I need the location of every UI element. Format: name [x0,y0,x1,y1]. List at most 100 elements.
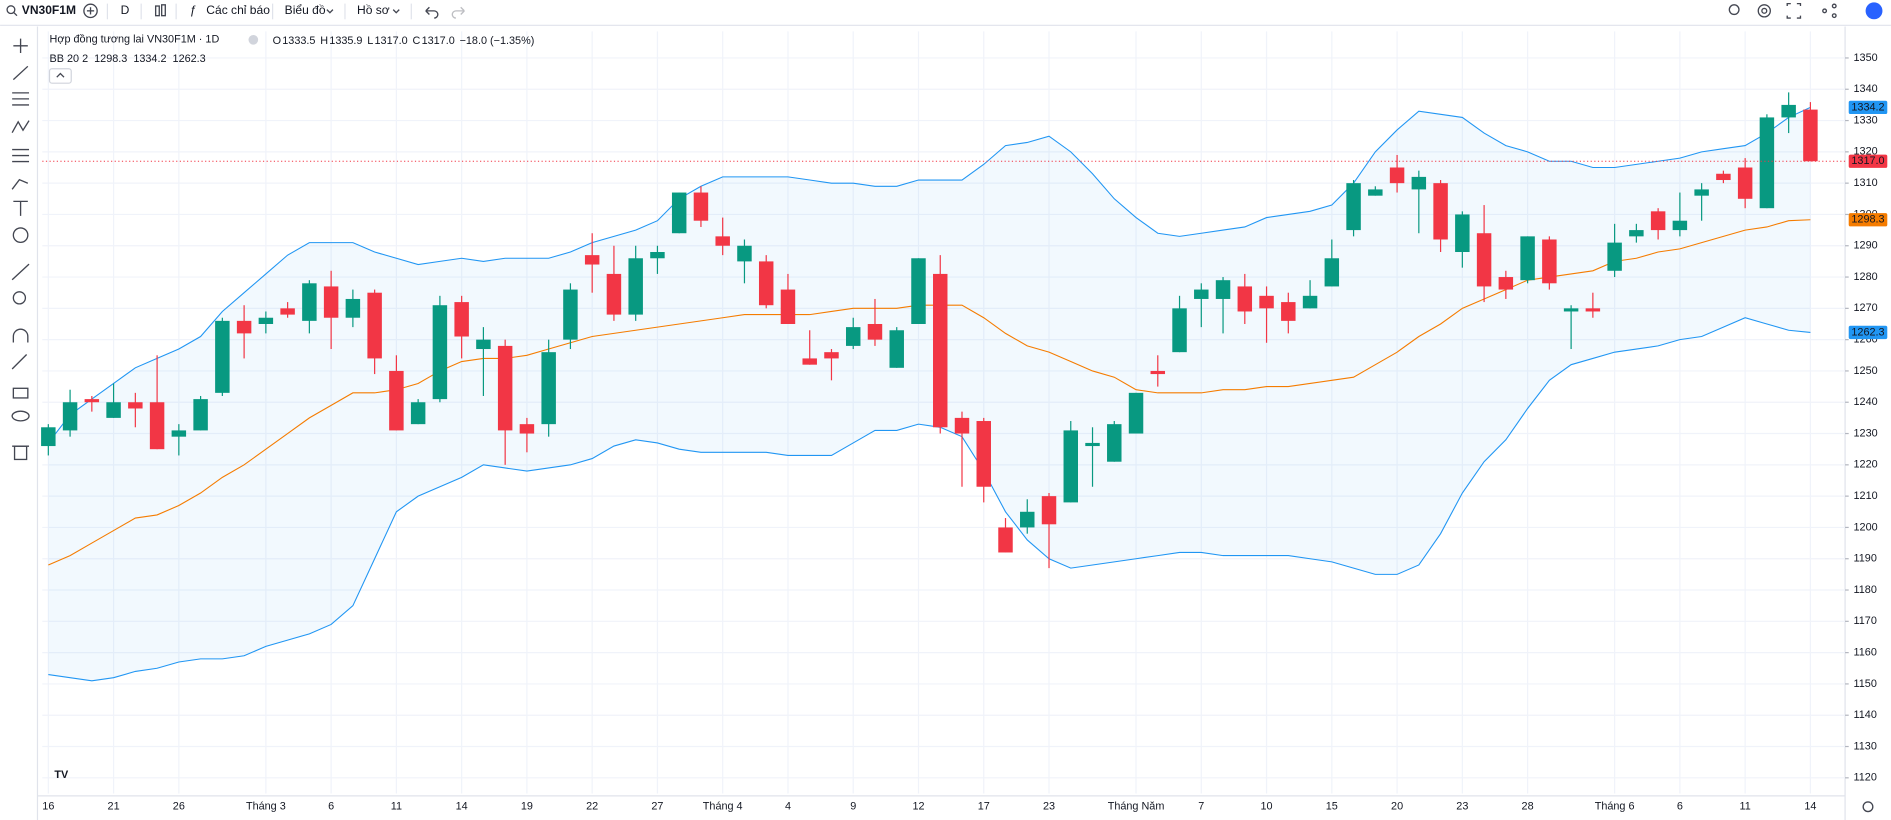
candle-body [1324,258,1340,287]
y-tick-label: 1220 [1854,459,1878,471]
candle-body [1389,167,1405,184]
y-tick-label: 1170 [1854,615,1877,627]
profile-button[interactable]: Hồ sơ [357,3,390,17]
x-tick-label: 14 [1804,801,1816,813]
candle-body [1020,511,1035,528]
band-line [48,317,1811,682]
interval[interactable]: D [121,3,130,17]
x-tick-label: 4 [785,801,791,813]
candle-body [1563,308,1579,312]
indicator-values: 1298.3 1334.2 1262.3 [94,53,206,65]
trend-line-tool[interactable] [12,65,29,81]
y-tick-label: 1340 [1854,83,1878,95]
hide-tool[interactable] [11,410,30,422]
candle-icon[interactable] [154,5,160,17]
x-tick-label: 7 [1198,801,1204,813]
ohlc-value: 1333.5 [282,35,315,47]
x-tick-label: 23 [1043,801,1055,813]
collapse-legend[interactable] [48,68,72,84]
search-icon-handle [13,12,18,17]
candle-body [1672,220,1688,231]
ohlc-key: L [367,35,373,47]
candle-body [606,273,622,315]
x-tick-label: Tháng Năm [1108,801,1165,813]
band-fill [48,107,1811,681]
x-tick-label: 11 [391,801,402,813]
price-tag-label: 1262.3 [1851,326,1884,338]
candle-body [1259,295,1274,309]
emoji-tool[interactable] [12,227,29,244]
candle-body [302,283,317,321]
fib-tool[interactable] [12,92,30,106]
magnet-tool[interactable] [12,328,29,343]
candle-body [541,352,556,425]
y-tick-label: 1230 [1854,427,1878,439]
y-tick-label: 1270 [1854,302,1878,314]
indicator-label: BB 20 2 [50,53,89,65]
candle-body [954,417,970,434]
candle-body [454,302,469,337]
undo-button[interactable] [425,6,439,19]
crosshair-tool[interactable] [13,38,28,54]
x-tick-label: 11 [1740,801,1751,813]
symbol[interactable]: VN30F1M [22,3,76,17]
candle-body [1498,277,1514,290]
candle-body [1803,109,1818,162]
candle-body [1063,430,1079,503]
candle-body [41,427,56,447]
candle-body [628,258,643,315]
brand-logo[interactable] [1865,2,1883,20]
redo-button[interactable] [451,6,465,19]
price-tag-label: 1298.3 [1851,214,1884,226]
indicators-button[interactable]: Các chỉ báo [206,3,270,17]
price-tag [1848,154,1888,168]
search-icon[interactable] [6,5,16,15]
prediction-tool[interactable] [12,148,30,163]
x-tick-label: Tháng 3 [246,801,286,813]
indicator-value: 1298.3 [94,53,127,65]
measure-tool[interactable] [11,263,30,281]
lock-tool[interactable] [12,387,29,399]
quick-search[interactable] [1728,4,1740,16]
fullscreen-button[interactable] [1786,2,1802,19]
candle-body [976,421,991,487]
x-tick-label: 15 [1326,801,1338,813]
brush-tool[interactable] [11,178,29,190]
x-tick-label: 12 [912,801,924,813]
x-tick-label: 6 [328,801,334,813]
y-tick-label: 1130 [1854,740,1877,752]
candle-body [758,261,774,306]
share-dot [1831,3,1837,9]
candle-body [650,252,665,259]
ohlc-key: O [273,35,281,47]
candle-body [519,424,535,434]
candle-body [323,286,339,318]
candle-body [1368,189,1383,196]
chart-type-button[interactable]: Biểu đồ [285,3,326,17]
candle-body [1128,392,1144,434]
share-dot[interactable] [1822,8,1828,14]
candle-body [824,352,839,359]
stay-drawing-tool[interactable] [11,354,28,370]
x-tick-label: 16 [42,801,54,813]
band-line [47,106,1811,444]
zoom-tool[interactable] [12,291,27,305]
ohlc-legend: O 1333.5 H 1335.9 L 1317.0 C 1317.0 −18.0 (−1.35… [273,35,535,47]
axis-settings[interactable] [1862,801,1874,813]
more-button[interactable] [248,34,259,45]
text-tool[interactable] [13,200,28,216]
settings-button[interactable] [1757,4,1771,18]
y-tick-label: 1250 [1854,365,1878,377]
candle-body [128,402,143,409]
candle-body [671,192,687,234]
x-tick-label: Tháng 6 [1595,801,1635,813]
y-tick-label: 1330 [1854,114,1878,126]
top-toolbar: VN30F1M D ƒ Các chỉ báo Biểu đồ Hồ sơ [0,2,1891,26]
compare-button[interactable] [83,3,98,19]
candle-body [1542,239,1557,284]
pattern-tool[interactable] [11,120,30,133]
tv-logo: TV [54,769,69,781]
dropdown-arrow [392,9,400,14]
price-tag-label: 1334.2 [1851,101,1884,113]
settings-center [1761,7,1768,14]
